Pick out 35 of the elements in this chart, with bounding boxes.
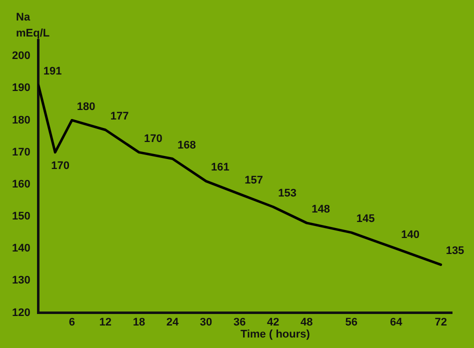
x-tick-label: 24 (166, 316, 180, 328)
data-label: 177 (110, 110, 129, 122)
data-label: 170 (51, 160, 70, 172)
y-axis-title: Na mEq/L (16, 12, 50, 40)
y-tick-label: 190 (12, 82, 30, 94)
y-tick-label: 140 (12, 242, 30, 255)
data-label: 153 (278, 187, 296, 200)
data-label: 140 (401, 229, 420, 242)
x-tick-label: 30 (200, 316, 212, 328)
data-label: 135 (446, 245, 464, 258)
x-tick-label: 18 (132, 316, 146, 328)
x-tick-label: 36 (233, 316, 246, 328)
data-label: 148 (312, 203, 330, 216)
y-tick-label: 180 (12, 114, 30, 126)
x-tick-label: 12 (99, 316, 112, 328)
data-label: 157 (244, 174, 263, 187)
y-tick-label: 130 (12, 274, 30, 287)
y-tick-label: 120 (12, 306, 30, 319)
y-tick-label: 160 (12, 178, 30, 190)
x-tick-label: 42 (267, 316, 280, 328)
x-axis-title: Time ( hours) (240, 328, 310, 341)
y-tick-label: 150 (12, 210, 30, 223)
data-label: 191 (43, 65, 62, 78)
x-tick-label: 56 (345, 316, 358, 328)
x-tick-label: 64 (390, 316, 404, 328)
data-label: 168 (178, 139, 196, 152)
data-label: 145 (356, 213, 375, 226)
x-tick-label: 6 (68, 316, 75, 328)
x-tick-label: 48 (300, 316, 313, 328)
data-label: 161 (211, 162, 230, 174)
x-tick-label: 72 (434, 316, 447, 328)
y-tick-label: 170 (12, 146, 30, 158)
data-label: 170 (144, 132, 162, 145)
data-label: 180 (76, 100, 96, 113)
y-tick-label: 200 (12, 50, 30, 62)
